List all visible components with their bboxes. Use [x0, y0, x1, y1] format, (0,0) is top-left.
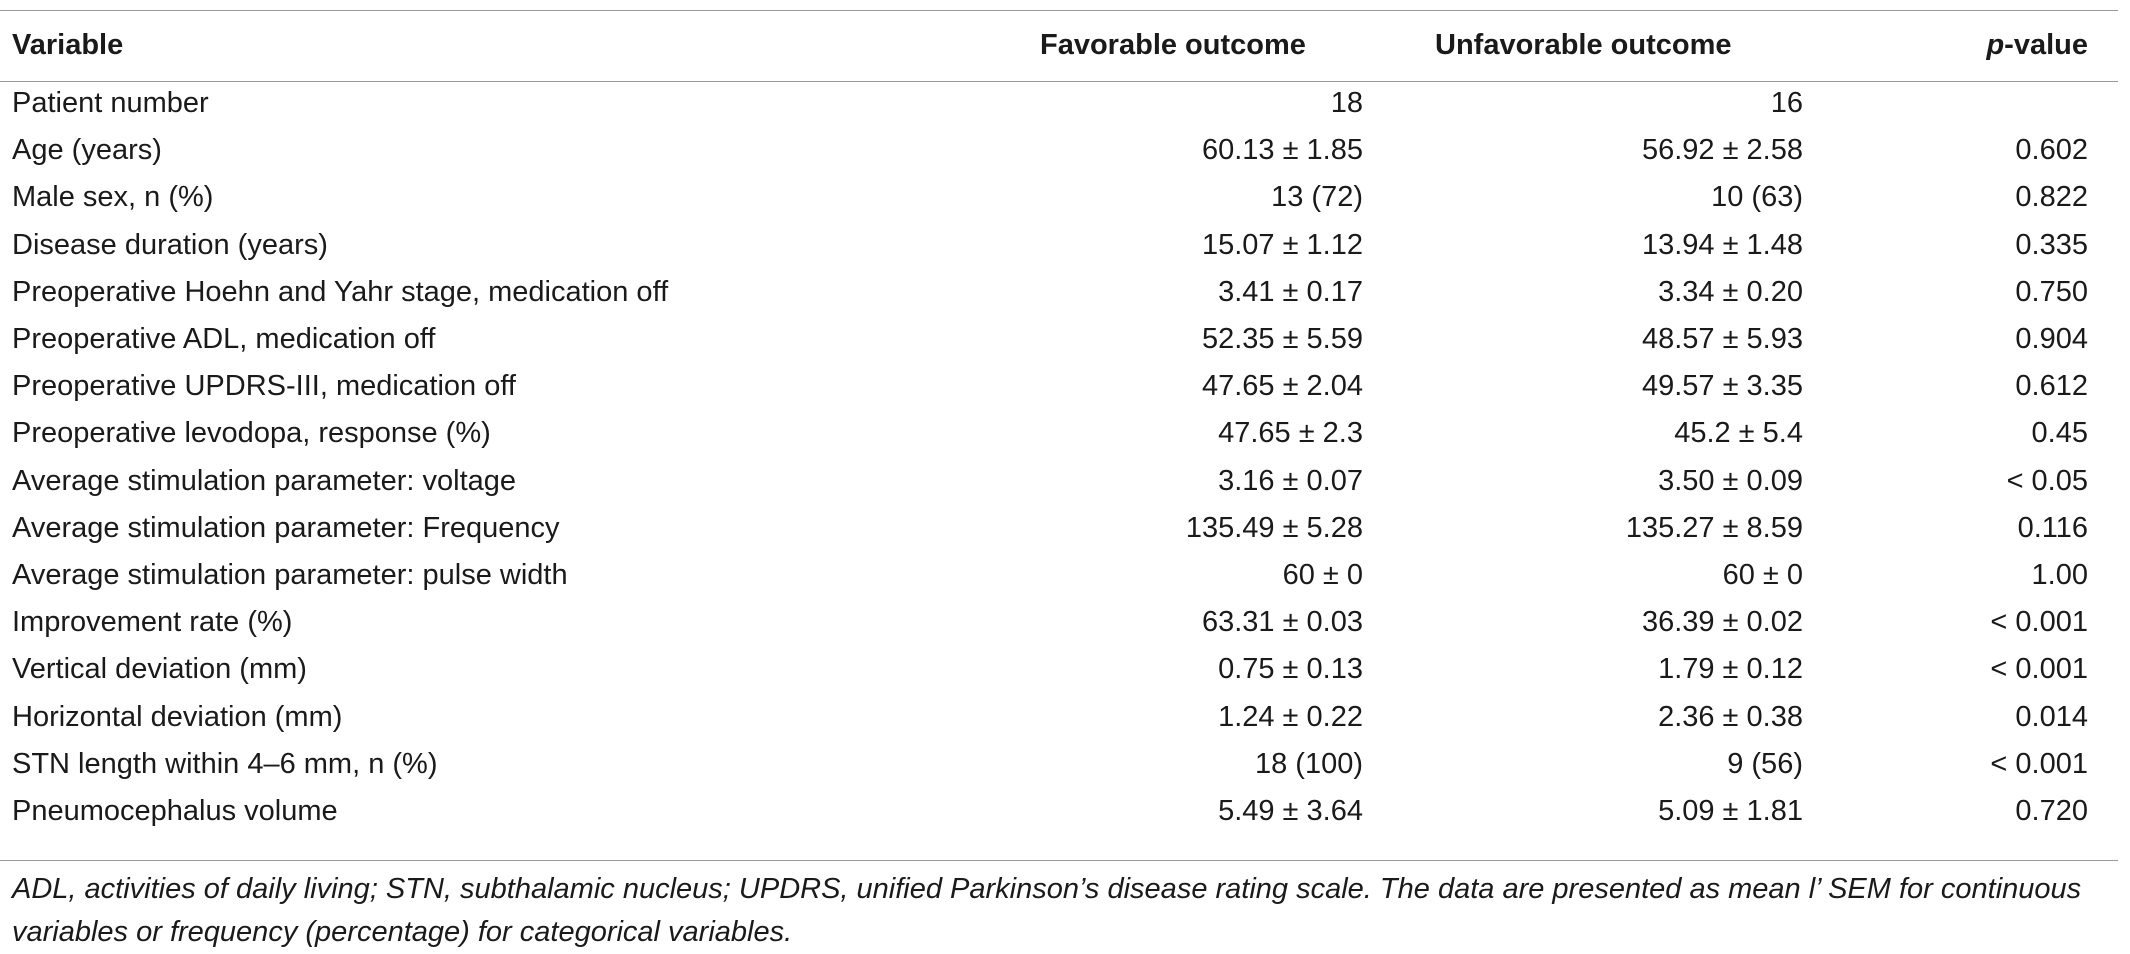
header-p-letter: p [1986, 28, 2005, 61]
cell-variable: Patient number [12, 87, 209, 120]
cell-p-value: 0.822 [2015, 181, 2088, 214]
cell-p-value: 0.904 [2015, 323, 2088, 356]
table-bottom-rule [0, 860, 2118, 861]
cell-favorable: 18 (100) [1254, 747, 1363, 780]
cell-variable: Disease duration (years) [12, 228, 328, 261]
table-row: Patient number 18 16 [0, 80, 2118, 127]
cell-p-value: 1.00 [2031, 558, 2088, 591]
header-variable: Variable [12, 28, 124, 61]
cell-favorable: 60 ± 0 [1282, 558, 1363, 591]
cell-variable: Average stimulation parameter: voltage [12, 464, 517, 497]
cell-p-value [1800, 80, 2118, 127]
cell-p-value: 0.45 [2031, 417, 2088, 450]
table-row: Average stimulation parameter: voltage 3.… [0, 458, 2118, 505]
table-row: Age (years) 60.13 ± 1.85 56.92 ± 2.58 0.602 [0, 127, 2118, 174]
cell-p-value: 0.602 [2015, 134, 2088, 167]
cell-p-value: 0.014 [2015, 700, 2088, 733]
cell-unfavorable: 36.39 ± 0.02 [1641, 606, 1803, 639]
table-row: Pneumocephalus volume 5.49 ± 3.64 5.09 ± 1… [0, 788, 2118, 835]
cell-unfavorable: 45.2 ± 5.4 [1674, 417, 1803, 450]
table-row: Vertical deviation (mm) 0.75 ± 0.13 1.79 ±… [0, 646, 2118, 693]
table-row: STN length within 4–6 mm, n (%) 18 (100) 9… [0, 741, 2118, 788]
table-top-rule [0, 10, 2118, 11]
table-row: Preoperative Hoehn and Yahr stage, medic… [0, 269, 2118, 316]
cell-unfavorable: 5.09 ± 1.81 [1658, 794, 1803, 827]
table-row: Average stimulation parameter: pulse wid… [0, 552, 2118, 599]
table-row: Preoperative ADL, medication off 52.35 ± … [0, 316, 2118, 363]
cell-variable: Preoperative UPDRS-III, medication off [12, 370, 516, 403]
cell-unfavorable: 1.79 ± 0.12 [1658, 653, 1803, 686]
header-p-value: p-value [1800, 10, 2118, 80]
cell-variable: Age (years) [12, 134, 162, 167]
cell-unfavorable: 3.34 ± 0.20 [1658, 275, 1803, 308]
cell-variable: STN length within 4–6 mm, n (%) [12, 747, 438, 780]
cell-unfavorable: 135.27 ± 8.59 [1625, 511, 1803, 544]
cell-favorable: 60.13 ± 1.85 [1201, 134, 1363, 167]
cell-variable: Male sex, n (%) [12, 181, 214, 214]
cell-unfavorable: 48.57 ± 5.93 [1641, 323, 1803, 356]
cell-favorable: 0.75 ± 0.13 [1218, 653, 1363, 686]
cell-variable: Preoperative levodopa, response (%) [12, 417, 491, 450]
table-header-row: Variable Favorable outcome Unfavorable o… [0, 10, 2118, 80]
header-unfavorable-outcome: Unfavorable outcome [1435, 28, 1732, 61]
cell-favorable: 13 (72) [1271, 181, 1363, 214]
cell-favorable: 47.65 ± 2.04 [1201, 370, 1363, 403]
cell-p-value: 0.612 [2015, 370, 2088, 403]
table-row: Preoperative levodopa, response (%) 47.65… [0, 410, 2118, 457]
table-row: Horizontal deviation (mm) 1.24 ± 0.22 2.36… [0, 693, 2118, 740]
cell-variable: Preoperative ADL, medication off [12, 323, 436, 356]
cell-favorable: 18 [1330, 87, 1363, 120]
table-row: Improvement rate (%) 63.31 ± 0.03 36.39 ± … [0, 599, 2118, 646]
table-header-rule [0, 81, 2118, 82]
results-table: Variable Favorable outcome Unfavorable o… [0, 10, 2118, 835]
cell-p-value: < 0.001 [1990, 653, 2088, 686]
cell-favorable: 1.24 ± 0.22 [1218, 700, 1363, 733]
cell-variable: Improvement rate (%) [12, 606, 293, 639]
cell-unfavorable: 2.36 ± 0.38 [1658, 700, 1803, 733]
cell-variable: Average stimulation parameter: Frequency [12, 511, 560, 544]
cell-unfavorable: 56.92 ± 2.58 [1641, 134, 1803, 167]
table-row: Average stimulation parameter: Frequency… [0, 505, 2118, 552]
cell-p-value: < 0.001 [1990, 606, 2088, 639]
cell-favorable: 47.65 ± 2.3 [1218, 417, 1363, 450]
cell-p-value: < 0.001 [1990, 747, 2088, 780]
cell-favorable: 135.49 ± 5.28 [1185, 511, 1363, 544]
cell-p-value: 0.750 [2015, 275, 2088, 308]
header-favorable-outcome: Favorable outcome [1040, 28, 1306, 61]
table-row: Preoperative UPDRS-III, medication off 47… [0, 363, 2118, 410]
cell-unfavorable: 13.94 ± 1.48 [1641, 228, 1803, 261]
cell-favorable: 15.07 ± 1.12 [1201, 228, 1363, 261]
cell-p-value: 0.335 [2015, 228, 2088, 261]
cell-variable: Preoperative Hoehn and Yahr stage, medic… [12, 275, 669, 308]
cell-unfavorable: 60 ± 0 [1722, 558, 1803, 591]
cell-unfavorable: 16 [1770, 87, 1803, 120]
cell-variable: Vertical deviation (mm) [12, 653, 307, 686]
cell-unfavorable: 10 (63) [1711, 181, 1803, 214]
table-footnote: ADL, activities of daily living; STN, su… [12, 873, 2082, 948]
cell-p-value: < 0.05 [2006, 464, 2088, 497]
table-row: Male sex, n (%) 13 (72) 10 (63) 0.822 [0, 174, 2118, 221]
header-p-suffix: -value [2004, 28, 2088, 61]
cell-favorable: 63.31 ± 0.03 [1201, 606, 1363, 639]
cell-unfavorable: 9 (56) [1727, 747, 1803, 780]
cell-variable: Horizontal deviation (mm) [12, 700, 343, 733]
table-body: Patient number 18 16 Age (years) 60.13 ± 1.8… [0, 80, 2118, 835]
cell-favorable: 3.41 ± 0.17 [1218, 275, 1363, 308]
cell-variable: Pneumocephalus volume [12, 794, 338, 827]
table-row: Disease duration (years) 15.07 ± 1.12 13.9… [0, 222, 2118, 269]
cell-favorable: 3.16 ± 0.07 [1218, 464, 1363, 497]
cell-unfavorable: 3.50 ± 0.09 [1658, 464, 1803, 497]
cell-p-value: 0.720 [2015, 794, 2088, 827]
cell-variable: Average stimulation parameter: pulse wid… [12, 558, 568, 591]
cell-unfavorable: 49.57 ± 3.35 [1641, 370, 1803, 403]
cell-favorable: 5.49 ± 3.64 [1218, 794, 1363, 827]
cell-p-value: 0.116 [2017, 511, 2088, 544]
cell-favorable: 52.35 ± 5.59 [1201, 323, 1363, 356]
